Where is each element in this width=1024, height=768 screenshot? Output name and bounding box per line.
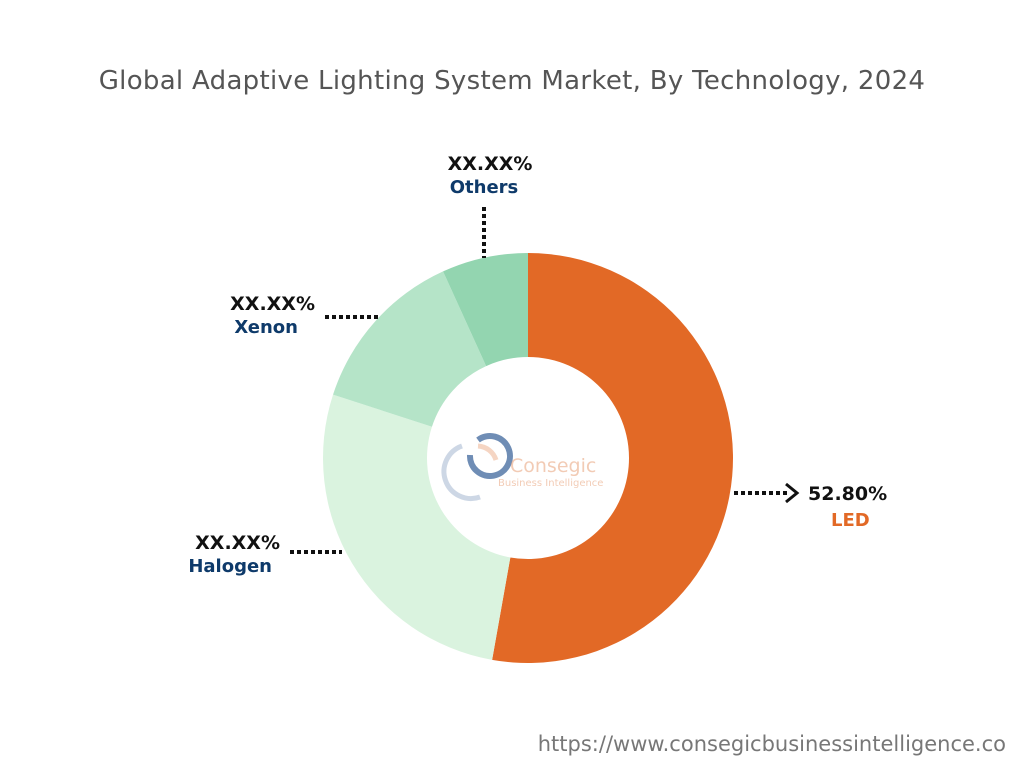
logo-arc (466, 433, 513, 480)
chart-title: Global Adaptive Lighting System Market, … (98, 66, 926, 96)
slice-halogen (322, 394, 511, 660)
category-label-led: LED (831, 510, 870, 531)
data-label-xenon: XX.XX% (230, 293, 315, 315)
category-label-others: Others (450, 177, 519, 198)
data-label-halogen: XX.XX% (195, 532, 280, 554)
data-label-others: XX.XX% (448, 153, 533, 175)
slice-xenon (333, 271, 487, 427)
source-url[interactable]: https://www.consegicbusinessintelligence… (537, 732, 1006, 756)
category-label-xenon: Xenon (234, 317, 298, 338)
category-label-halogen: Halogen (188, 556, 272, 577)
logo-brand: Consegic (510, 455, 596, 477)
logo-arc-accent (477, 443, 499, 461)
logo-tagline: Business Intelligence (498, 478, 603, 489)
slice-led (492, 253, 734, 663)
slice-others (443, 253, 528, 367)
logo-arc-outer (441, 443, 481, 502)
data-label-led: 52.80% (808, 483, 887, 505)
arrow-icon (785, 482, 800, 504)
